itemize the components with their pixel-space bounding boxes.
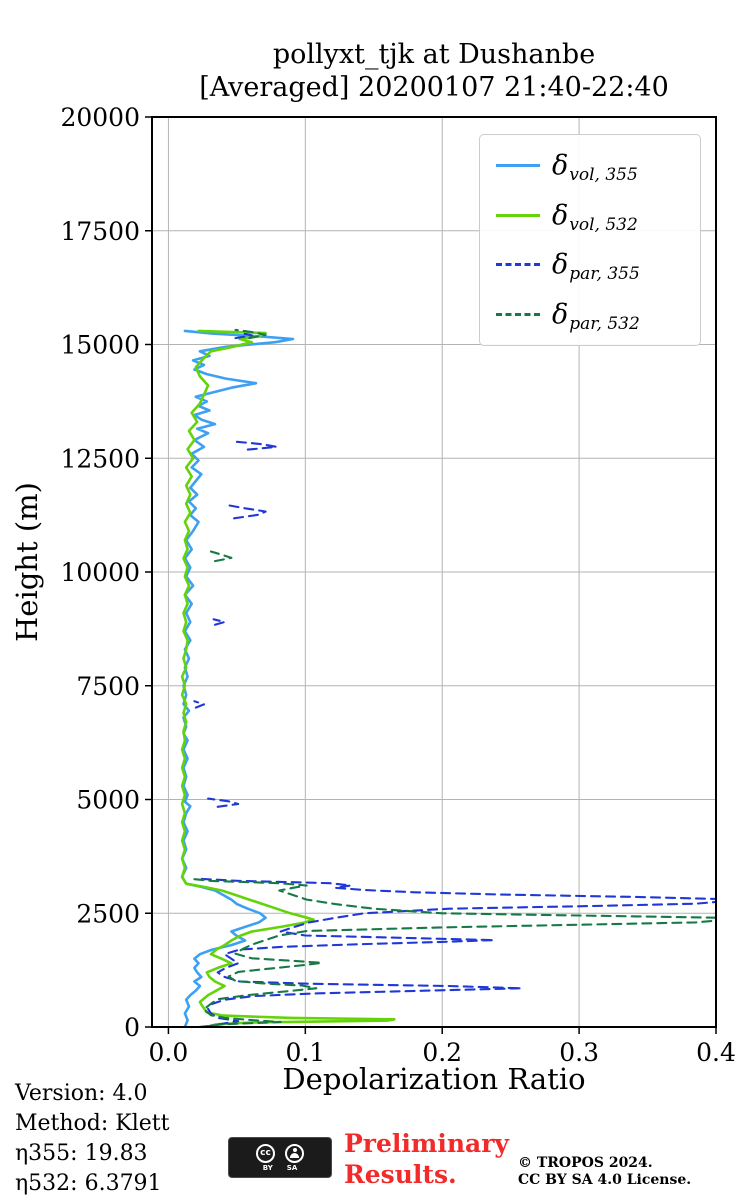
version-text: Version: 4.0 xyxy=(15,1081,148,1106)
y-tick-label: 17500 xyxy=(60,217,140,246)
legend: δvol, 355 δvol, 532 δpar, 355 δpar, 532 xyxy=(479,134,701,346)
y-tick-label: 15000 xyxy=(60,331,140,360)
x-tick-label: 0.3 xyxy=(559,1038,599,1067)
chart-title: pollyxt_tjk at Dushanbe [Averaged] 20200… xyxy=(152,38,716,104)
y-tick-label: 10000 xyxy=(60,558,140,587)
method-text: Method: Klett xyxy=(15,1111,170,1136)
legend-line-sample-vol532 xyxy=(496,213,540,217)
legend-item-vol532: δvol, 532 xyxy=(496,199,684,235)
cc-badge-byline: BY SA xyxy=(263,1164,298,1172)
y-tick-label: 2500 xyxy=(76,899,140,928)
cc-sa-text: SA xyxy=(286,1163,298,1172)
y-axis-label: Height (m) xyxy=(10,482,44,642)
legend-item-vol355: δvol, 355 xyxy=(496,150,684,186)
legend-line-sample-par355 xyxy=(496,263,540,267)
eta355-text: η355: 19.83 xyxy=(15,1141,148,1166)
cc-license-badge: cc BY SA xyxy=(228,1137,332,1178)
y-tick-label: 12500 xyxy=(60,444,140,473)
legend-label-vol532: δvol, 532 xyxy=(552,199,638,235)
x-tick-label: 0.2 xyxy=(422,1038,462,1067)
series-line-vol355 xyxy=(180,329,295,1027)
y-tick-label: 5000 xyxy=(76,786,140,815)
x-axis-label: Depolarization Ratio xyxy=(282,1062,586,1096)
y-tick-label: 7500 xyxy=(76,672,140,701)
chart-title-line2: [Averaged] 20200107 21:40-22:40 xyxy=(199,72,669,103)
series-line-par532 xyxy=(189,328,716,1027)
cc-badge-icons: cc xyxy=(256,1143,304,1163)
series-line-par355 xyxy=(193,331,716,1027)
preliminary-results-text: Preliminary Results. xyxy=(344,1129,509,1189)
y-tick-label: 0 xyxy=(124,1013,140,1042)
legend-item-par355: δpar, 355 xyxy=(496,249,684,285)
copyright-text: © TROPOS 2024. CC BY SA 4.0 License. xyxy=(518,1155,691,1189)
x-tick-label: 0.1 xyxy=(285,1038,325,1067)
legend-label-vol355: δvol, 355 xyxy=(552,150,638,186)
legend-line-sample-vol355 xyxy=(496,164,540,168)
series-line-vol532 xyxy=(180,329,396,1027)
retrieval-info: Version: 4.0 Method: Klett η355: 19.83 η… xyxy=(15,1079,169,1199)
eta532-text: η532: 6.3791 xyxy=(15,1171,162,1196)
attribution-person-icon xyxy=(285,1143,304,1163)
legend-line-sample-par532 xyxy=(496,312,540,316)
x-tick-label: 0.4 xyxy=(696,1038,736,1067)
cc-by-text: BY xyxy=(262,1163,273,1172)
plot-border xyxy=(151,116,717,1028)
legend-label-par532: δpar, 532 xyxy=(552,298,640,334)
legend-label-par355: δpar, 355 xyxy=(552,249,640,285)
legend-item-par532: δpar, 532 xyxy=(496,298,684,334)
cc-icon: cc xyxy=(256,1143,275,1163)
axis-ticks xyxy=(145,116,717,1034)
copyright-line1: © TROPOS 2024. xyxy=(518,1155,653,1171)
y-tick-label: 20000 xyxy=(60,103,140,132)
tick-labels: 0.0 0.1 0.2 0.3 0.4 0 2500 5000 7500 10000 12500 15… xyxy=(60,103,735,1067)
chart-title-line1: pollyxt_tjk at Dushanbe xyxy=(272,39,596,70)
x-tick-label: 0.0 xyxy=(149,1038,189,1067)
copyright-line2: CC BY SA 4.0 License. xyxy=(518,1172,692,1188)
